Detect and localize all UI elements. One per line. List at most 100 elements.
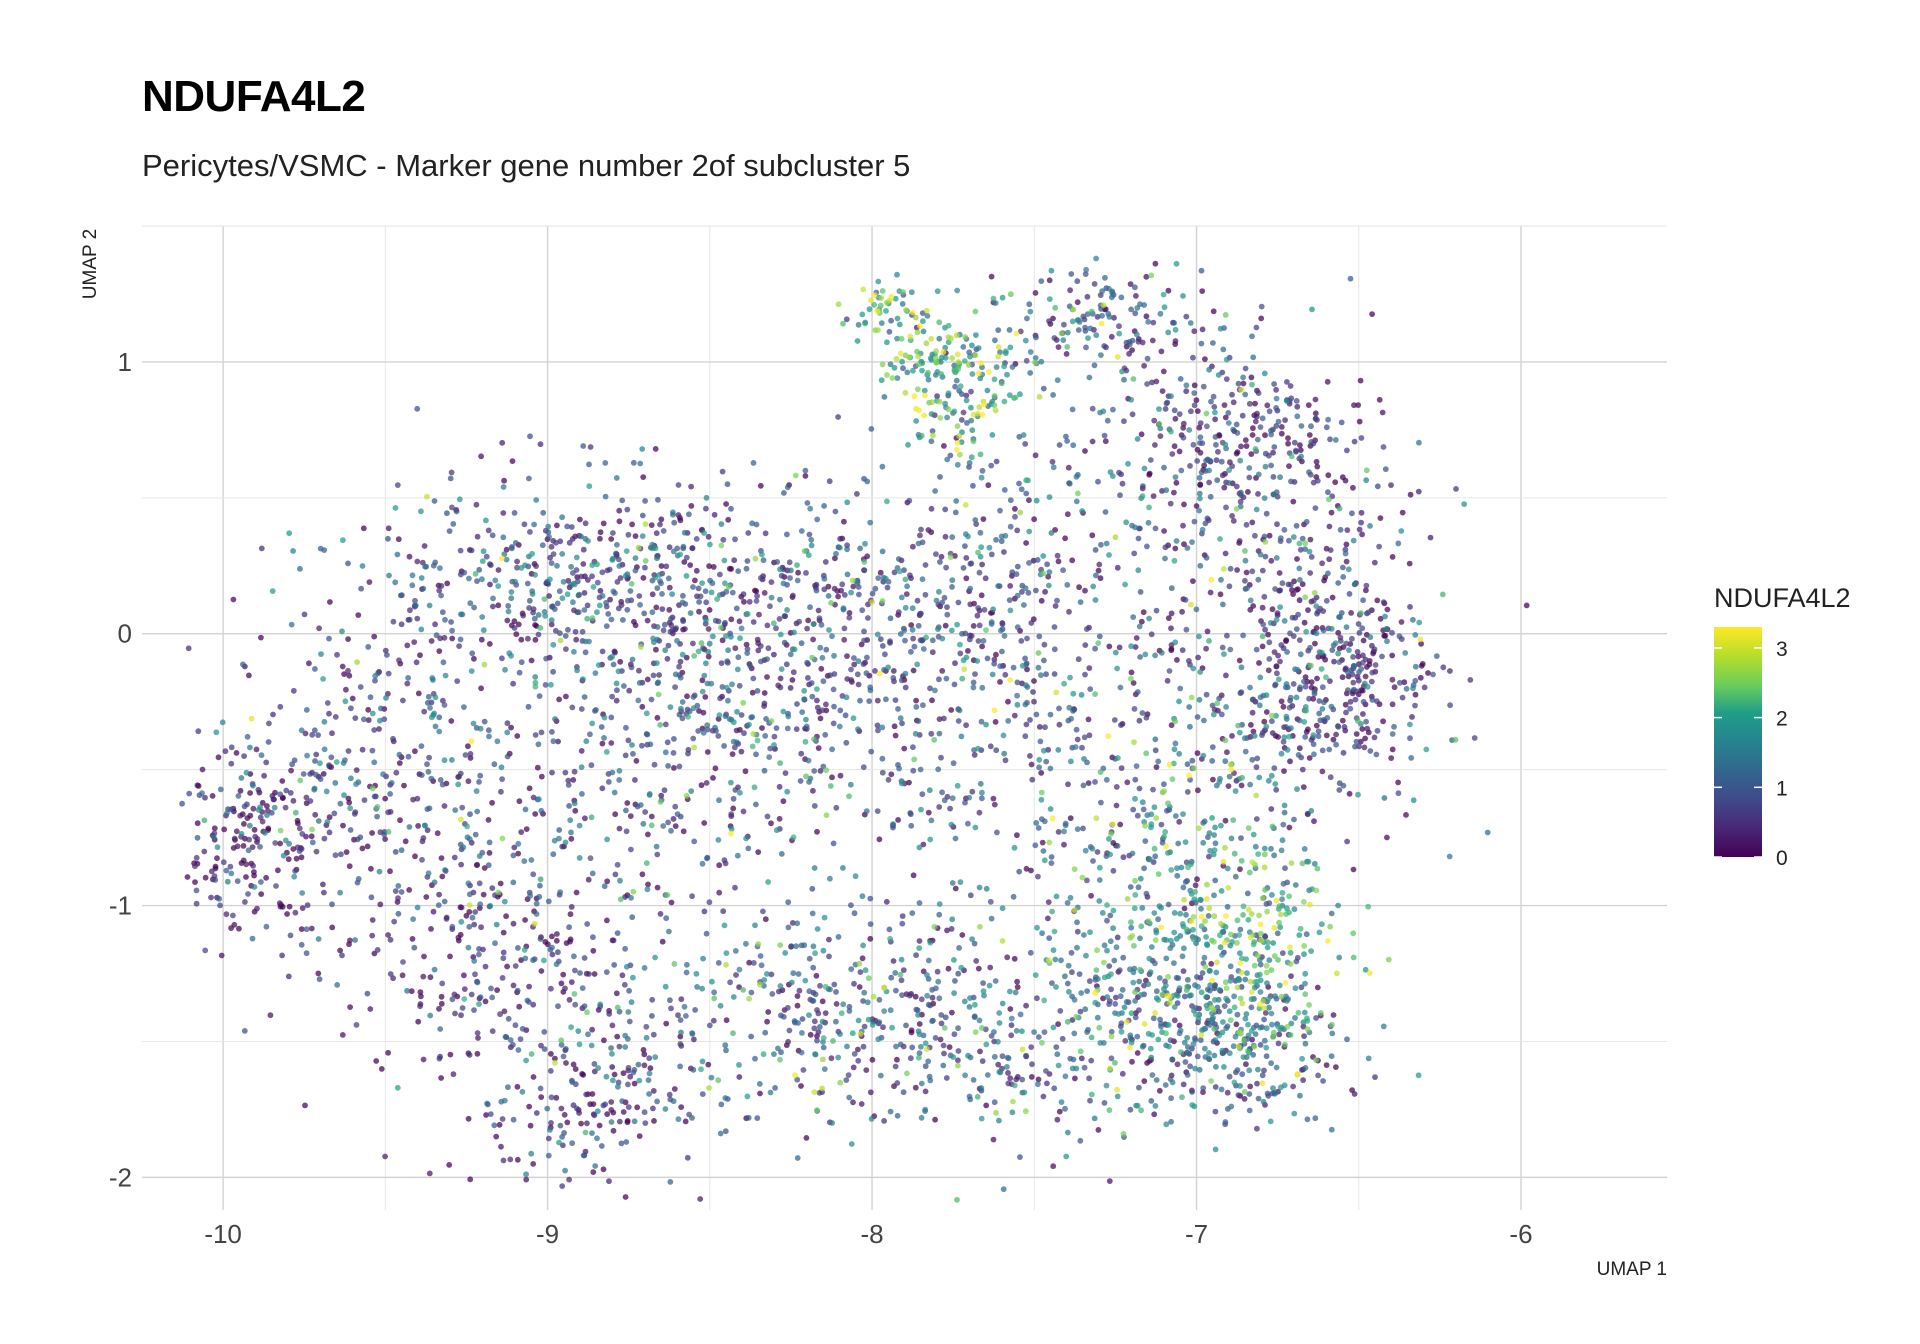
- cell-point: [615, 1079, 622, 1086]
- cell-point: [752, 922, 758, 929]
- cell-point: [527, 892, 534, 899]
- cell-point: [906, 497, 913, 504]
- cell-point: [722, 619, 728, 626]
- cell-point: [728, 616, 735, 623]
- cell-point: [1406, 560, 1413, 567]
- cell-point: [264, 803, 270, 809]
- cell-point: [689, 1031, 696, 1037]
- cell-point: [1196, 633, 1202, 640]
- cell-point: [843, 1077, 850, 1083]
- cell-point: [808, 680, 815, 686]
- cell-point: [1253, 816, 1260, 822]
- cell-point: [494, 738, 501, 745]
- cell-point: [1342, 477, 1349, 484]
- cell-point: [925, 1001, 932, 1008]
- cell-point: [730, 994, 737, 1000]
- cell-point: [478, 636, 485, 643]
- cell-point: [1290, 1083, 1296, 1090]
- cell-point: [1043, 758, 1050, 765]
- cell-point: [417, 652, 423, 659]
- cell-point: [1264, 402, 1271, 409]
- cell-point: [1195, 1016, 1202, 1023]
- cell-point: [277, 703, 284, 710]
- cell-point: [1274, 670, 1280, 677]
- cell-point: [1222, 758, 1229, 765]
- cell-point: [1245, 489, 1251, 495]
- grid-lines: [142, 225, 1667, 1210]
- cell-point: [913, 704, 920, 710]
- cell-point: [732, 884, 738, 891]
- cell-point: [1283, 681, 1290, 687]
- cell-point: [1269, 606, 1276, 613]
- cell-point: [1171, 929, 1178, 936]
- cell-point: [1221, 1064, 1227, 1070]
- cell-point: [1065, 962, 1072, 969]
- cell-point: [1264, 1090, 1271, 1097]
- cell-point: [794, 993, 801, 999]
- cell-point: [1161, 528, 1167, 534]
- cell-point: [193, 887, 200, 894]
- cell-point: [991, 660, 998, 667]
- cell-point: [654, 884, 661, 891]
- cell-point: [436, 714, 443, 721]
- cell-point: [576, 591, 583, 598]
- cell-point: [266, 720, 272, 727]
- cell-point: [798, 1049, 805, 1056]
- cell-point: [677, 517, 684, 524]
- cell-point: [1091, 281, 1098, 287]
- cell-point: [399, 972, 406, 979]
- cell-point: [296, 825, 303, 832]
- cell-point: [1132, 1014, 1139, 1021]
- cell-point: [400, 959, 406, 965]
- cell-point: [1182, 879, 1189, 885]
- cell-point: [216, 895, 223, 902]
- cell-point: [469, 650, 476, 657]
- cell-point: [1004, 954, 1011, 961]
- cell-point: [662, 647, 669, 654]
- cell-point: [1067, 287, 1073, 294]
- cell-point: [671, 765, 677, 771]
- cell-point: [922, 1040, 929, 1047]
- cell-point: [382, 1153, 388, 1160]
- cell-point: [624, 506, 631, 513]
- cell-point: [599, 740, 606, 747]
- cell-point: [1212, 840, 1219, 847]
- cell-point: [940, 1062, 947, 1069]
- cell-point: [799, 709, 806, 715]
- cell-point: [1350, 679, 1357, 686]
- cell-point: [681, 529, 688, 536]
- cell-point: [1371, 646, 1378, 653]
- cell-point: [704, 749, 711, 755]
- cell-point: [512, 578, 518, 585]
- cell-point: [1203, 994, 1209, 1000]
- cell-point: [257, 843, 263, 850]
- cell-point: [548, 1051, 554, 1057]
- cell-point: [976, 809, 983, 816]
- cell-point: [599, 569, 606, 576]
- cell-point: [1041, 857, 1048, 864]
- cell-point: [1171, 960, 1177, 966]
- cell-point: [500, 510, 507, 516]
- cell-point: [700, 709, 707, 716]
- cell-point: [1132, 524, 1139, 531]
- cell-point: [1144, 381, 1150, 387]
- cell-point: [998, 627, 1004, 634]
- cell-point: [1308, 807, 1315, 814]
- cell-point: [747, 663, 754, 669]
- cell-point: [754, 593, 760, 599]
- cell-point: [902, 637, 908, 644]
- cell-point: [1346, 591, 1353, 597]
- cell-point: [502, 666, 508, 673]
- cell-point: [1278, 1084, 1284, 1091]
- cell-point: [400, 697, 406, 704]
- cell-point: [518, 636, 525, 643]
- cell-point: [830, 686, 837, 693]
- cell-point: [893, 1043, 899, 1050]
- cell-point: [436, 587, 443, 594]
- cell-point: [288, 621, 295, 628]
- cell-point: [1376, 396, 1383, 403]
- cell-point: [412, 748, 418, 755]
- cell-point: [1240, 380, 1247, 387]
- cell-point: [848, 902, 854, 909]
- cell-point: [1113, 802, 1120, 809]
